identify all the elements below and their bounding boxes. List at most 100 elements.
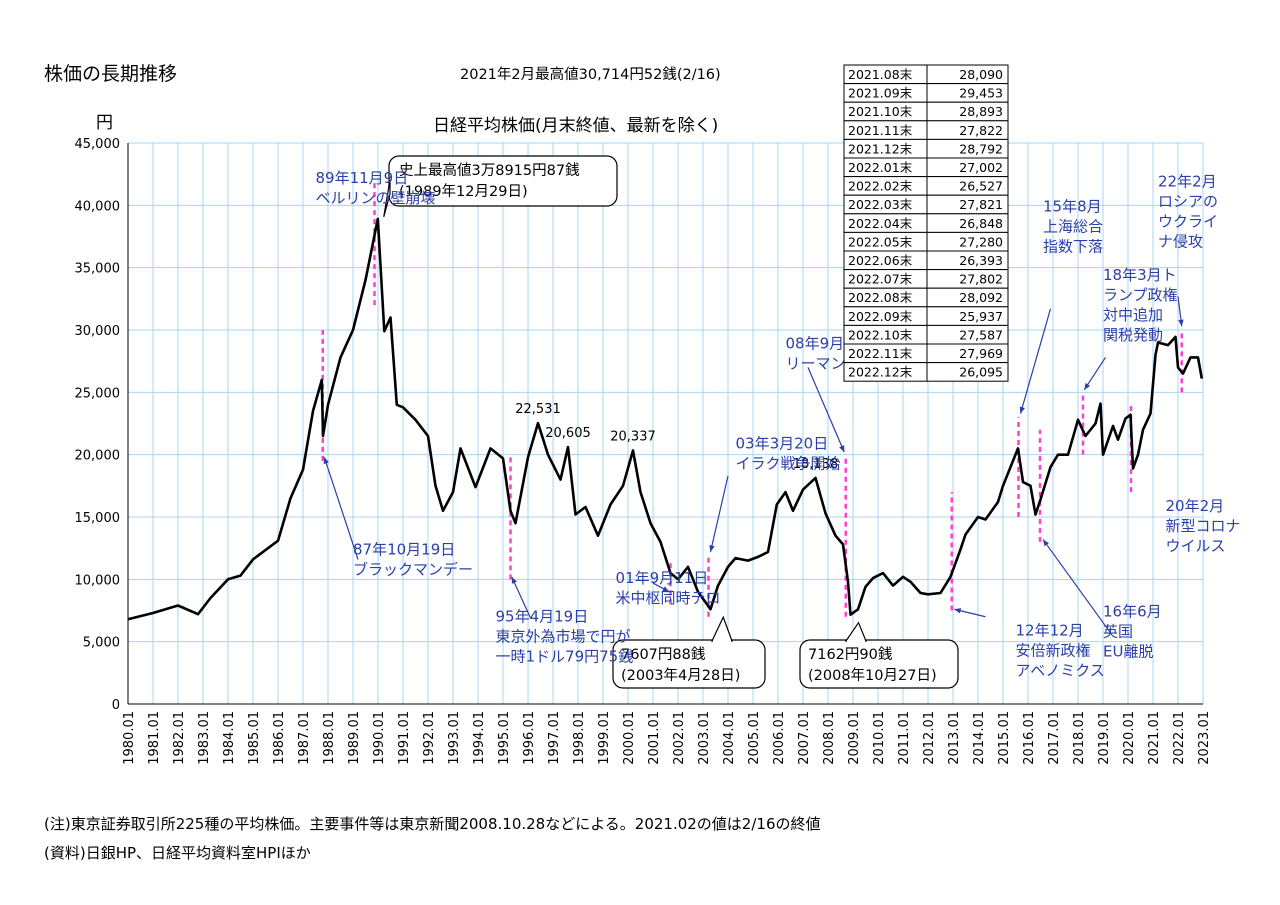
- event-annotation-text: 新型コロナ: [1166, 517, 1241, 535]
- annotation-arrowhead: [1178, 319, 1184, 327]
- x-tick-label: 1996.01: [522, 711, 537, 765]
- annotation-arrowhead: [662, 586, 670, 592]
- event-annotation-text: ナ侵攻: [1158, 233, 1203, 251]
- annotation-arrow-line: [1083, 357, 1107, 391]
- event-annotation-text: ロシアの: [1158, 193, 1218, 211]
- table-month: 2022.07末: [848, 272, 913, 287]
- record-note: 2021年2月最高値30,714円52銭(2/16): [460, 66, 721, 83]
- x-tick-label: 2011.01: [897, 711, 912, 765]
- event-annotation-text: 指数下落: [1043, 238, 1103, 256]
- x-tick-label: 2002.01: [672, 711, 687, 765]
- series-line-nikkei: [127, 217, 1204, 621]
- table-month: 2022.05末: [848, 234, 913, 249]
- x-tick-label: 2012.01: [922, 711, 937, 765]
- x-tick-label: 2005.01: [747, 711, 762, 765]
- callout-text: (2003年4月28日): [621, 667, 740, 684]
- event-annotation-text: 89年11月9日: [316, 169, 409, 187]
- callout-pointer: [711, 615, 733, 642]
- y-tick-label: 40,000: [75, 199, 121, 214]
- event-markers: [321, 180, 1183, 617]
- table-value: 27,280: [959, 234, 1003, 249]
- x-tick-label: 1987.01: [297, 711, 312, 765]
- x-tick-label: 1998.01: [572, 711, 587, 765]
- y-tick-labels: 0 5,000 10,000 15,000 20,000 25,000 30,000 35,0…: [75, 137, 121, 713]
- x-tick-label: 2010.01: [872, 711, 887, 765]
- event-annotation-text: 01年9月11日: [616, 569, 709, 587]
- annotation-arrowhead: [323, 457, 329, 465]
- table-value: 26,393: [959, 253, 1003, 268]
- x-tick-label: 2009.01: [847, 711, 862, 765]
- page-title: 株価の長期推移: [44, 63, 177, 85]
- x-tick-label: 1981.01: [147, 711, 162, 765]
- annotation-arrowhead: [709, 545, 715, 552]
- y-tick-label: 20,000: [75, 449, 121, 464]
- annotation-arrow-line: [511, 576, 532, 619]
- event-annotation-text: 安倍新政権: [1016, 641, 1091, 659]
- value-label: 18,138: [793, 457, 839, 472]
- event-annotation-text: ベルリンの壁崩壊: [316, 189, 436, 207]
- y-tick-label: 5,000: [83, 636, 120, 651]
- x-tick-label: 1992.01: [422, 711, 437, 765]
- x-tick-label: 1989.01: [347, 711, 362, 765]
- x-tick-labels: 1980.01 1981.01 1982.01 1983.01 1984.01 1985.…: [122, 711, 1212, 765]
- table-month: 2022.04末: [848, 216, 913, 231]
- table-month: 2021.12末: [848, 141, 913, 156]
- table-value: 27,969: [959, 346, 1003, 361]
- x-tick-label: 1985.01: [247, 711, 262, 765]
- x-tick-label: 2014.01: [972, 711, 987, 765]
- table-month: 2022.02末: [848, 179, 913, 194]
- table-month: 2021.10末: [848, 104, 913, 119]
- event-annotation-text: ウクライ: [1158, 213, 1218, 231]
- x-tick-label: 2020.01: [1122, 711, 1137, 765]
- month-table: 2021.08末 28,090 2021.09末 29,453 2021.10末 28,8…: [843, 64, 1009, 382]
- callout-box: [612, 639, 766, 689]
- value-labels: 22,531 20,605 20,337 18,138: [515, 402, 838, 472]
- x-tick-label: 2016.01: [1022, 711, 1037, 765]
- event-annotation-text: 英国: [1103, 623, 1133, 641]
- y-tick-label: 45,000: [75, 137, 121, 152]
- table-month: 2022.09末: [848, 309, 913, 324]
- callout-text: 7162円90銭: [808, 646, 893, 663]
- annotation-arrowhead: [511, 576, 517, 584]
- y-tick-label: 10,000: [75, 573, 121, 588]
- callout-text: (1989年12月29日): [399, 183, 528, 200]
- callout-box: [799, 639, 959, 689]
- y-tick-label: 25,000: [75, 386, 121, 401]
- table-month: 2021.08末: [848, 67, 913, 82]
- table-month: 2022.10末: [848, 327, 913, 342]
- callout-pointer: [844, 621, 867, 642]
- event-annotation-text: 16年6月: [1103, 603, 1162, 621]
- y-axis-label: 円: [96, 113, 113, 133]
- x-tick-label: 1995.01: [497, 711, 512, 765]
- event-annotation-text: イラク戦争開始: [736, 454, 841, 472]
- annotation-arrow-line: [323, 456, 359, 560]
- y-tick-label: 35,000: [75, 262, 121, 277]
- x-tick-label: 1997.01: [547, 711, 562, 765]
- event-annotation-text: 03年3月20日: [736, 434, 829, 452]
- x-tick-label: 1993.01: [447, 711, 462, 765]
- table-month: 2022.12末: [848, 365, 913, 380]
- table-value: 26,527: [959, 179, 1003, 194]
- table-value: 28,792: [959, 141, 1003, 156]
- y-tick-label: 0: [112, 698, 120, 713]
- table-value: 25,937: [959, 309, 1003, 324]
- annotation-arrowhead: [839, 445, 845, 453]
- table-value: 29,453: [959, 86, 1003, 101]
- chart-title: 日経平均株価(月末終値、最新を除く): [433, 116, 718, 136]
- annotation-arrow-line: [807, 367, 845, 453]
- x-tick-label: 1982.01: [172, 711, 187, 765]
- x-tick-label: 2013.01: [947, 711, 962, 765]
- x-tick-label: 1980.01: [122, 711, 137, 765]
- x-tick-label: 2001.01: [647, 711, 662, 765]
- table-month: 2022.01末: [848, 160, 913, 175]
- x-tick-label: 2000.01: [622, 711, 637, 765]
- annotation-arrowhead: [1043, 539, 1049, 547]
- annotation-arrowhead: [1084, 382, 1091, 390]
- x-tick-label: 2007.01: [797, 711, 812, 765]
- x-tick-label: 2006.01: [772, 711, 787, 765]
- callout-text: 史上最高値3万8915円87銭: [399, 162, 580, 179]
- event-annotation-text: 22年2月: [1158, 173, 1217, 191]
- x-tick-label: 1990.01: [372, 711, 387, 765]
- table-value: 27,002: [959, 160, 1003, 175]
